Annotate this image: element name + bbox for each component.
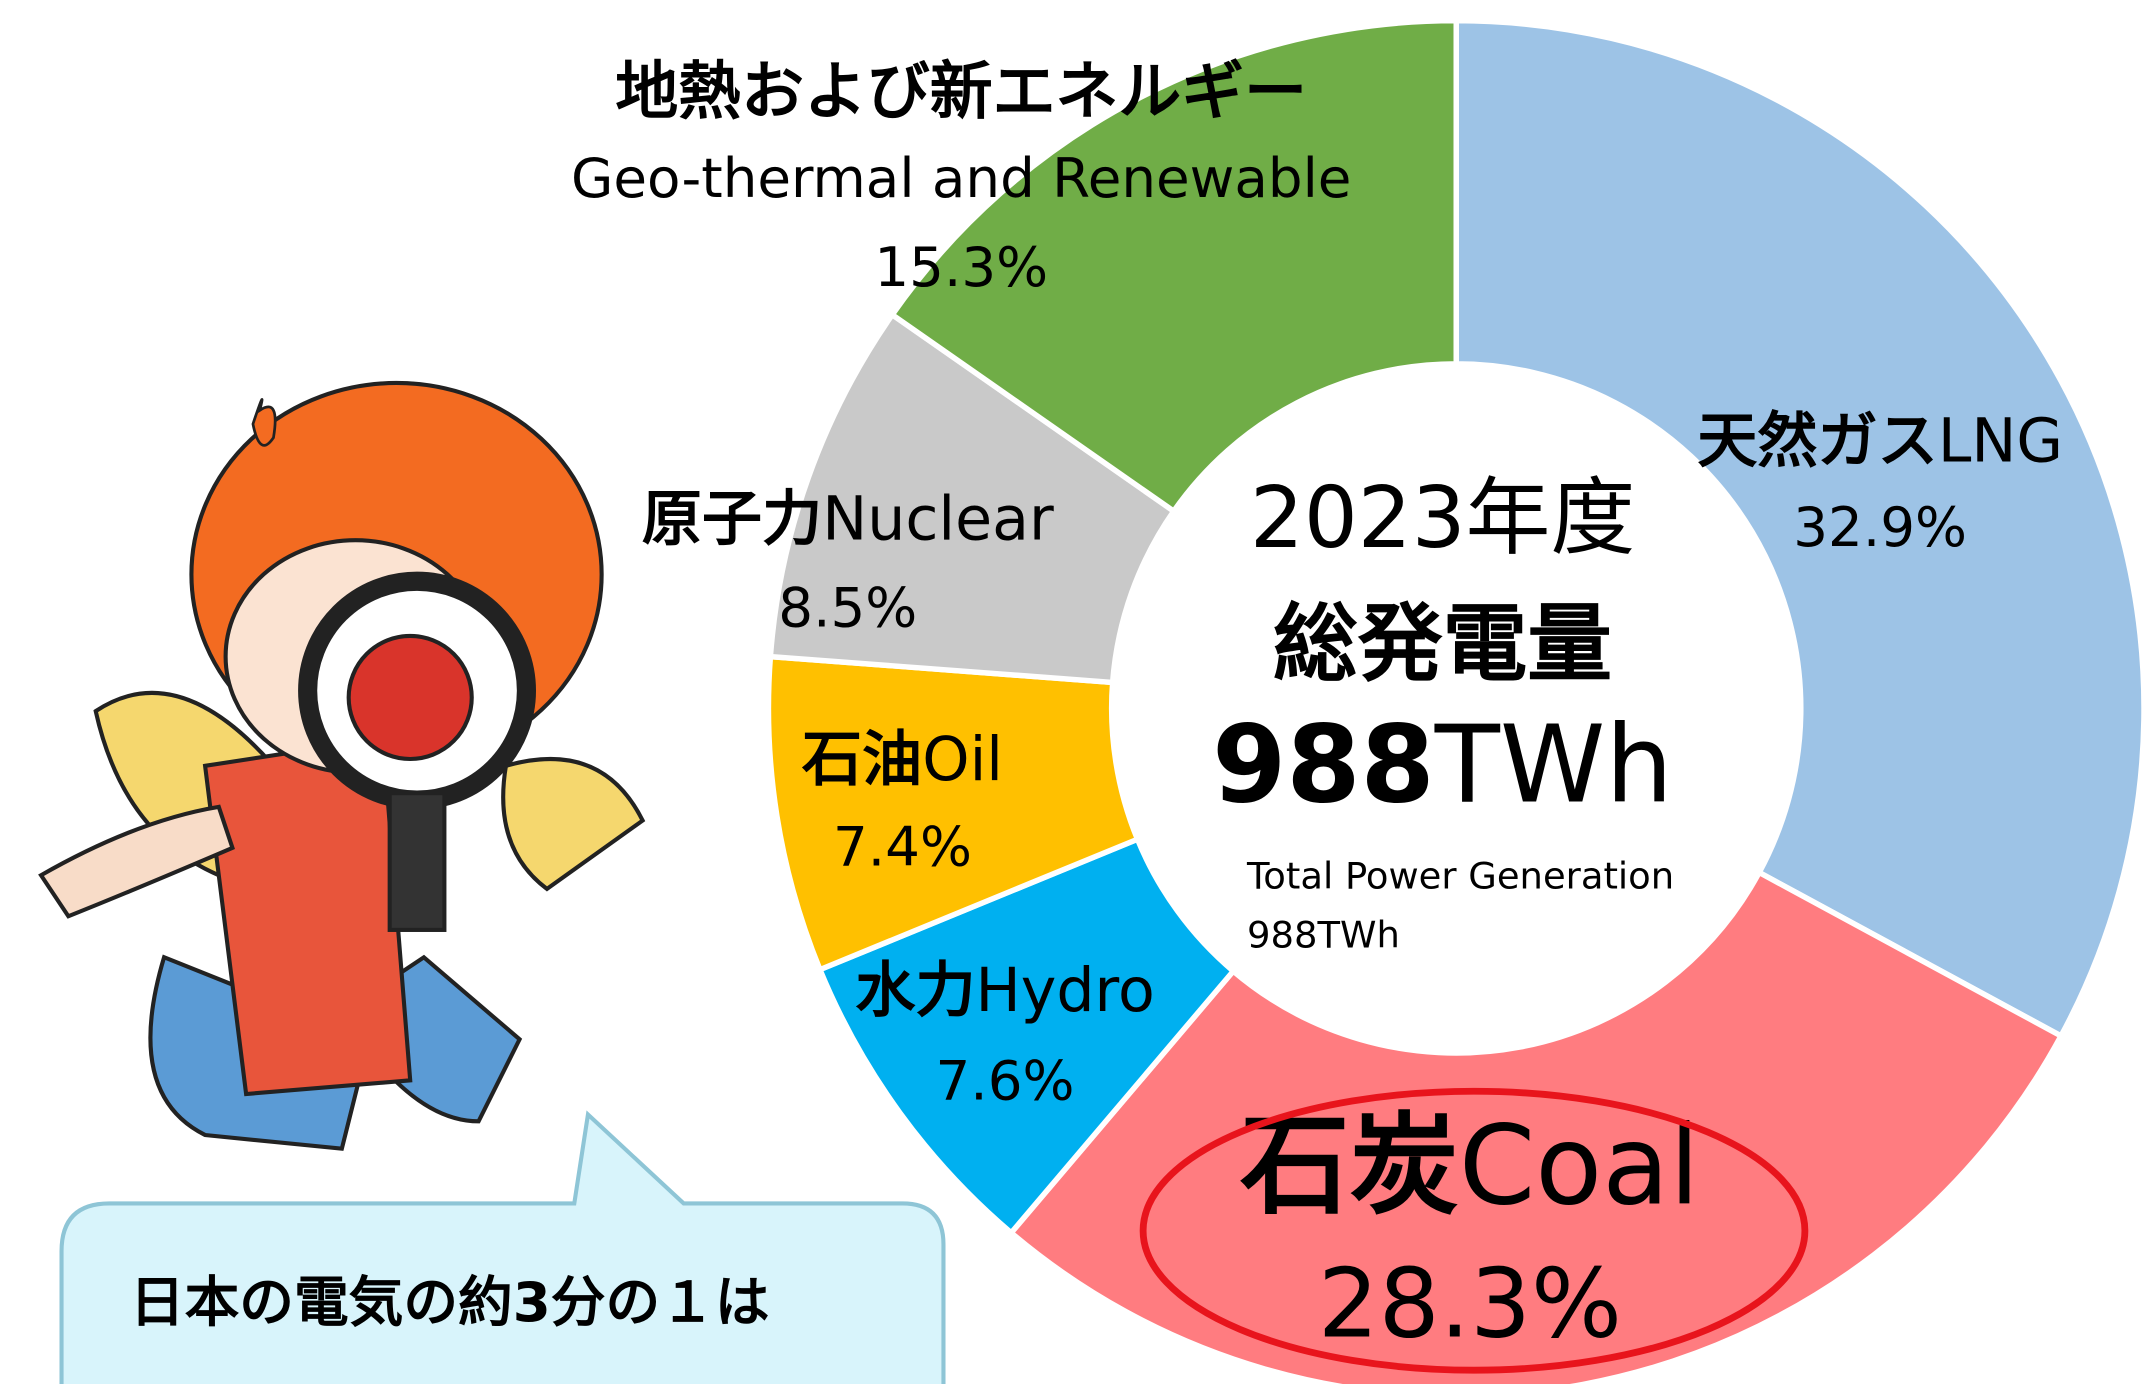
center-caption-total: 988TWh <box>1247 913 1400 956</box>
chart: 2023年度 総発電量 988TWh Total Power Generatio… <box>0 0 2144 1384</box>
mascot <box>41 383 643 1149</box>
value-label: 28.3% <box>1318 1247 1622 1359</box>
total-value: 988 <box>1247 913 1317 956</box>
center-subtitle: 総発電量 <box>1273 594 1612 693</box>
value-label: 15.3% <box>874 235 1048 299</box>
page: 2023年度 総発電量 988TWh Total Power Generatio… <box>0 0 2144 1384</box>
segment-label: 水力Hydro <box>855 956 1155 1026</box>
segment-label: 石油Oil <box>802 725 1003 795</box>
segment-label-en: Hydro <box>976 956 1155 1026</box>
total-value: 988 <box>1212 704 1435 828</box>
segment-label-en: LNG <box>1938 406 2063 476</box>
segment-label-ja: 天然ガス <box>1697 406 1938 476</box>
segment-label-ja: 地熱および新エネルギー <box>615 55 1307 128</box>
segment-label-ja: 水力 <box>855 956 975 1026</box>
segment-label-en: Nuclear <box>822 484 1054 554</box>
value-label: 7.4% <box>833 815 972 879</box>
value-label: 8.5% <box>778 575 917 639</box>
segment-label-en: Geo-thermal and Renewable <box>571 146 1351 210</box>
segment-label: 石炭Coal <box>1240 1101 1699 1229</box>
bubble-text: 日本の電気の約3分の１は <box>130 1270 770 1334</box>
segment-label-en: Oil <box>922 725 1003 795</box>
center-caption: Total Power Generation <box>1246 854 1674 897</box>
segment-label: 天然ガスLNG <box>1697 406 2063 476</box>
segment-label: 原子力Nuclear <box>642 484 1054 554</box>
speech-bubble <box>62 1115 944 1384</box>
total-unit: TWh <box>1434 704 1673 828</box>
total-unit: TWh <box>1316 913 1399 956</box>
segment-label-en: Coal <box>1459 1101 1700 1229</box>
center-total: 988TWh <box>1212 704 1673 828</box>
value-label: 32.9% <box>1793 495 1967 559</box>
segment-label-ja: 原子力 <box>642 484 822 554</box>
segment-label-ja: 石油 <box>802 725 922 795</box>
center-title: 2023年度 <box>1250 468 1635 567</box>
value-label: 7.6% <box>936 1049 1075 1113</box>
